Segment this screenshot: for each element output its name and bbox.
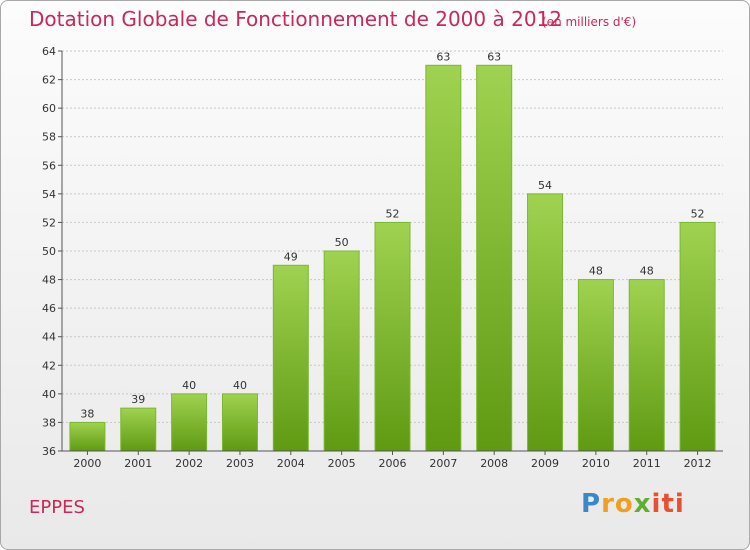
x-tick-label: 2003 (226, 457, 254, 470)
x-tick-label: 2004 (277, 457, 305, 470)
y-tick-label: 52 (42, 216, 56, 229)
y-tick-label: 60 (42, 102, 56, 115)
bar-2006 (374, 221, 411, 452)
y-tick-label: 40 (42, 388, 56, 401)
bar-2011 (628, 279, 665, 452)
bar-2005 (323, 250, 360, 452)
x-tick-label: 2011 (633, 457, 661, 470)
bar-2003 (221, 393, 258, 452)
x-tick-label: 2010 (582, 457, 610, 470)
bar-value-label: 50 (335, 236, 349, 249)
x-tick-label: 2009 (531, 457, 559, 470)
bar-2007 (425, 64, 462, 452)
bar-value-label: 38 (80, 407, 94, 420)
chart-unit-label: (en milliers d'€) (542, 15, 637, 29)
bar-2000 (69, 421, 106, 452)
bar-value-label: 63 (487, 50, 501, 63)
x-tick-label: 2008 (480, 457, 508, 470)
bar-value-label: 54 (538, 179, 552, 192)
x-tick-label: 2006 (379, 457, 407, 470)
x-tick-label: 2002 (175, 457, 203, 470)
y-tick-label: 50 (42, 245, 56, 258)
bar-2002 (171, 393, 208, 452)
bar-value-label: 63 (436, 50, 450, 63)
labels: 36 38 40 42 44 46 48 50 52 54 56 58 60 62 64 38 2000 39 20… (42, 45, 712, 470)
bar-2010 (577, 279, 614, 452)
axes (58, 50, 723, 455)
logo-part-3: x (633, 489, 652, 519)
bar-value-label: 40 (182, 379, 196, 392)
bar-value-label: 52 (691, 207, 705, 220)
commune-name: EPPES (29, 497, 85, 518)
y-tick-label: 48 (42, 274, 56, 287)
bar-value-label: 40 (233, 379, 247, 392)
bar-value-label: 49 (284, 250, 298, 263)
bar-2008 (476, 64, 513, 452)
y-tick-label: 58 (42, 131, 56, 144)
y-tick-label: 42 (42, 359, 56, 372)
bars (69, 64, 716, 452)
logo-part-2: ro (601, 489, 634, 519)
bar-2009 (527, 193, 564, 452)
x-tick-label: 2005 (328, 457, 356, 470)
y-tick-label: 64 (42, 45, 56, 58)
x-tick-label: 2007 (429, 457, 457, 470)
proxiti-logo[interactable]: Proxiti (581, 489, 685, 519)
y-tick-label: 38 (42, 416, 56, 429)
logo-part-1: P (581, 489, 602, 519)
logo-part-4: iti (651, 489, 685, 519)
bar-value-label: 48 (589, 265, 603, 278)
bar-value-label: 48 (640, 265, 654, 278)
bar-2001 (120, 407, 157, 452)
chart-title: Dotation Globale de Fonctionnement de 20… (29, 7, 562, 31)
bar-value-label: 39 (131, 393, 145, 406)
y-tick-label: 44 (42, 331, 56, 344)
y-tick-label: 36 (42, 445, 56, 458)
y-tick-label: 46 (42, 302, 56, 315)
x-tick-label: 2000 (73, 457, 101, 470)
bar-2012 (679, 221, 716, 452)
x-tick-label: 2001 (124, 457, 152, 470)
y-tick-label: 56 (42, 159, 56, 172)
bar-value-label: 52 (386, 207, 400, 220)
y-tick-label: 62 (42, 74, 56, 87)
bar-2004 (272, 264, 309, 452)
x-tick-label: 2012 (684, 457, 712, 470)
y-tick-label: 54 (42, 188, 56, 201)
